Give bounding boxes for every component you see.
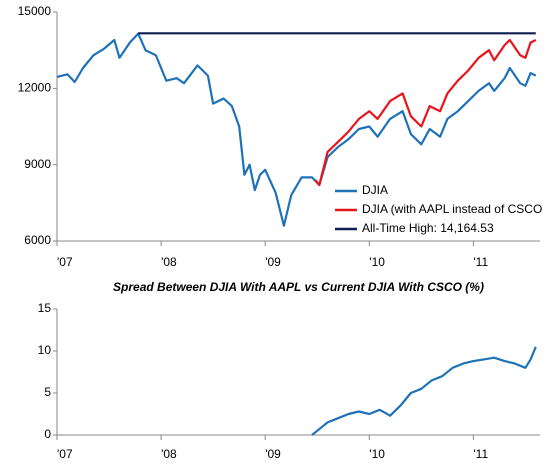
x-tick-label: '07 xyxy=(57,255,73,269)
y-tick-label: 12000 xyxy=(18,81,52,95)
chart-title: Spread Between DJIA With AAPL vs Current… xyxy=(113,280,484,294)
y-tick-label: 0 xyxy=(44,427,51,441)
x-tick-label: '10 xyxy=(369,255,385,269)
x-tick-label: '08 xyxy=(161,255,177,269)
series-line xyxy=(56,32,537,227)
legend-label: All-Time High: 14,164.53 xyxy=(362,221,494,235)
x-tick-label: '08 xyxy=(161,447,177,461)
x-tick-label: '07 xyxy=(57,447,73,461)
y-tick-label: 5 xyxy=(44,385,51,399)
legend-label: DJIA xyxy=(362,183,388,197)
y-tick-label: 9000 xyxy=(24,157,51,171)
x-tick-label: '11 xyxy=(473,447,488,461)
legend-label: DJIA (with AAPL instead of CSCO xyxy=(362,202,542,216)
series-line xyxy=(314,38,537,187)
y-tick-label: 15 xyxy=(38,301,52,315)
x-tick-label: '09 xyxy=(265,447,281,461)
x-tick-label: '10 xyxy=(369,447,385,461)
series-line xyxy=(311,346,537,436)
x-tick-label: '09 xyxy=(265,255,281,269)
y-tick-label: 15000 xyxy=(18,4,52,18)
x-tick-label: '11 xyxy=(473,255,488,269)
y-tick-label: 10 xyxy=(38,343,52,357)
y-tick-label: 6000 xyxy=(24,233,51,247)
